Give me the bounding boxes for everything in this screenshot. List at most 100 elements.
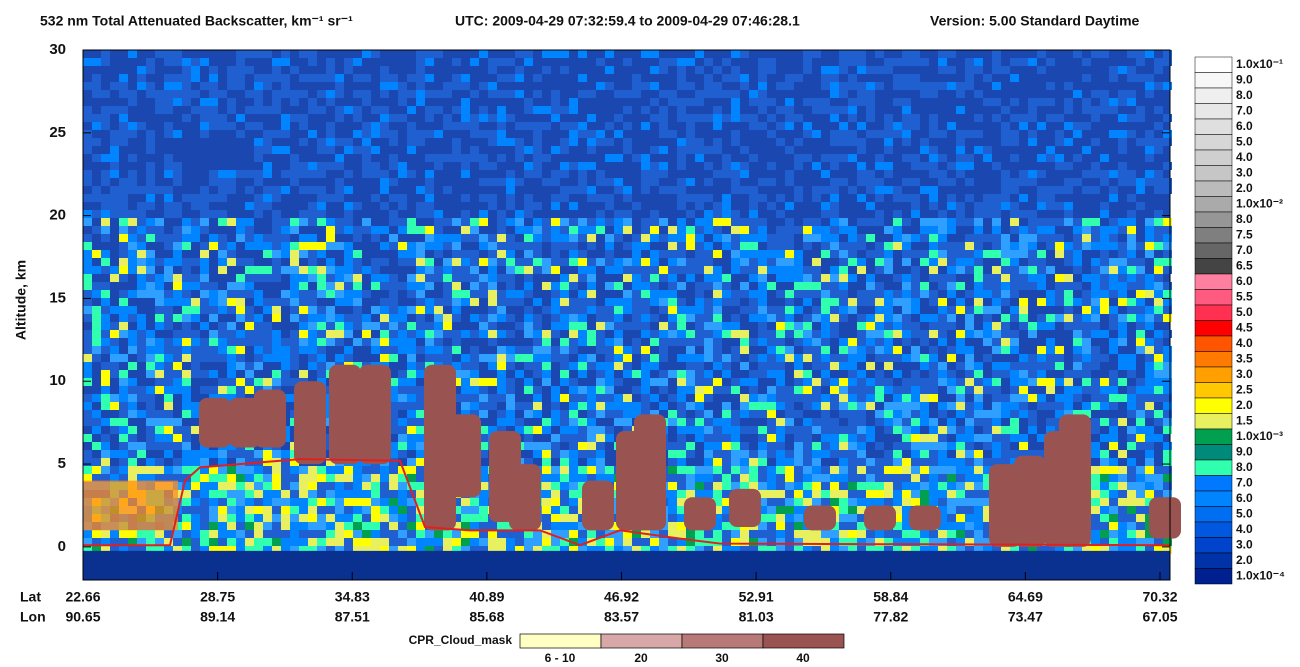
speckle (1019, 378, 1028, 386)
speckle (335, 226, 344, 234)
speckle (200, 474, 209, 482)
speckle (362, 122, 371, 130)
speckle (983, 322, 992, 330)
speckle (812, 538, 821, 546)
speckle (965, 354, 974, 362)
speckle (254, 50, 263, 58)
speckle (200, 122, 209, 130)
speckle (1037, 98, 1046, 106)
speckle (929, 114, 938, 122)
speckle (632, 370, 641, 378)
speckle (101, 538, 110, 546)
speckle (371, 466, 380, 474)
speckle (929, 290, 938, 298)
speckle (938, 50, 947, 58)
speckle (209, 314, 218, 322)
speckle (794, 506, 803, 514)
speckle (263, 266, 272, 274)
speckle (704, 322, 713, 330)
speckle (479, 130, 488, 138)
speckle (479, 394, 488, 402)
speckle (488, 530, 497, 538)
speckle (299, 162, 308, 170)
speckle (875, 322, 884, 330)
speckle (272, 210, 281, 218)
speckle (740, 482, 749, 490)
speckle (686, 418, 695, 426)
speckle (416, 290, 425, 298)
speckle (515, 210, 524, 218)
speckle (740, 146, 749, 154)
speckle (902, 378, 911, 386)
speckle (407, 130, 416, 138)
speckle (254, 138, 263, 146)
speckle (1001, 130, 1010, 138)
speckle (1091, 330, 1100, 338)
speckle (938, 322, 947, 330)
speckle (902, 522, 911, 530)
speckle (884, 186, 893, 194)
speckle (560, 138, 569, 146)
speckle (1064, 370, 1073, 378)
speckle (533, 106, 542, 114)
speckle (362, 490, 371, 498)
speckle (803, 450, 812, 458)
speckle (812, 274, 821, 282)
speckle (317, 490, 326, 498)
speckle (461, 266, 470, 274)
speckle (812, 386, 821, 394)
speckle (569, 530, 578, 538)
speckle (1073, 90, 1082, 98)
speckle (164, 410, 173, 418)
speckle (965, 522, 974, 530)
speckle (452, 82, 461, 90)
speckle (821, 82, 830, 90)
speckle (1019, 210, 1028, 218)
speckle (839, 546, 848, 554)
speckle (668, 186, 677, 194)
speckle (245, 458, 254, 466)
speckle (371, 498, 380, 506)
plot-area (82, 49, 1181, 581)
speckle (686, 482, 695, 490)
speckle (506, 282, 515, 290)
speckle (236, 354, 245, 362)
speckle (353, 338, 362, 346)
speckle (992, 394, 1001, 402)
speckle (335, 194, 344, 202)
speckle (902, 82, 911, 90)
speckle (704, 226, 713, 234)
speckle (335, 266, 344, 274)
speckle (146, 178, 155, 186)
speckle (1064, 138, 1073, 146)
speckle (1046, 242, 1055, 250)
speckle (704, 306, 713, 314)
speckle (1010, 362, 1019, 370)
speckle (452, 218, 461, 226)
speckle (92, 226, 101, 234)
speckle (947, 370, 956, 378)
speckle (281, 362, 290, 370)
speckle (1082, 386, 1091, 394)
speckle (866, 202, 875, 210)
speckle (281, 50, 290, 58)
speckle (299, 186, 308, 194)
speckle (1100, 210, 1109, 218)
speckle (578, 50, 587, 58)
speckle (821, 346, 830, 354)
speckle (839, 130, 848, 138)
speckle (335, 90, 344, 98)
speckle (722, 498, 731, 506)
speckle (461, 354, 470, 362)
speckle (218, 450, 227, 458)
speckle (686, 442, 695, 450)
speckle (461, 74, 470, 82)
speckle (164, 434, 173, 442)
speckle (281, 530, 290, 538)
speckle (416, 306, 425, 314)
speckle (830, 538, 839, 546)
speckle (776, 546, 785, 554)
speckle (785, 146, 794, 154)
speckle (272, 530, 281, 538)
speckle (632, 202, 641, 210)
